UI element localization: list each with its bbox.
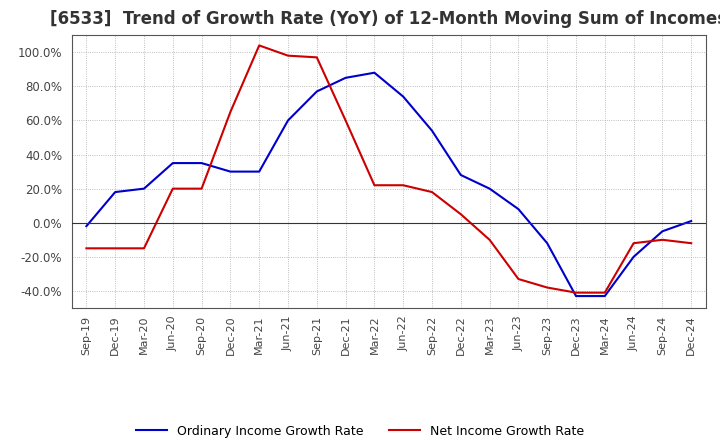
Net Income Growth Rate — [543, 285, 552, 290]
Ordinary Income Growth Rate — [284, 118, 292, 123]
Line: Net Income Growth Rate: Net Income Growth Rate — [86, 45, 691, 293]
Net Income Growth Rate — [399, 183, 408, 188]
Net Income Growth Rate — [370, 183, 379, 188]
Ordinary Income Growth Rate — [600, 293, 609, 299]
Net Income Growth Rate — [226, 109, 235, 114]
Ordinary Income Growth Rate — [197, 161, 206, 166]
Ordinary Income Growth Rate — [687, 218, 696, 224]
Ordinary Income Growth Rate — [111, 189, 120, 194]
Net Income Growth Rate — [687, 241, 696, 246]
Ordinary Income Growth Rate — [255, 169, 264, 174]
Net Income Growth Rate — [428, 189, 436, 194]
Net Income Growth Rate — [168, 186, 177, 191]
Ordinary Income Growth Rate — [456, 172, 465, 178]
Net Income Growth Rate — [312, 55, 321, 60]
Ordinary Income Growth Rate — [341, 75, 350, 81]
Ordinary Income Growth Rate — [543, 241, 552, 246]
Net Income Growth Rate — [600, 290, 609, 295]
Net Income Growth Rate — [111, 246, 120, 251]
Ordinary Income Growth Rate — [226, 169, 235, 174]
Ordinary Income Growth Rate — [514, 206, 523, 212]
Net Income Growth Rate — [485, 237, 494, 242]
Net Income Growth Rate — [514, 276, 523, 282]
Net Income Growth Rate — [197, 186, 206, 191]
Ordinary Income Growth Rate — [312, 89, 321, 94]
Ordinary Income Growth Rate — [658, 229, 667, 234]
Net Income Growth Rate — [284, 53, 292, 58]
Title: [6533]  Trend of Growth Rate (YoY) of 12-Month Moving Sum of Incomes: [6533] Trend of Growth Rate (YoY) of 12-… — [50, 10, 720, 28]
Line: Ordinary Income Growth Rate: Ordinary Income Growth Rate — [86, 73, 691, 296]
Net Income Growth Rate — [255, 43, 264, 48]
Ordinary Income Growth Rate — [82, 224, 91, 229]
Net Income Growth Rate — [572, 290, 580, 295]
Net Income Growth Rate — [82, 246, 91, 251]
Ordinary Income Growth Rate — [399, 94, 408, 99]
Ordinary Income Growth Rate — [370, 70, 379, 75]
Ordinary Income Growth Rate — [485, 186, 494, 191]
Net Income Growth Rate — [629, 241, 638, 246]
Legend: Ordinary Income Growth Rate, Net Income Growth Rate: Ordinary Income Growth Rate, Net Income … — [131, 420, 589, 440]
Ordinary Income Growth Rate — [428, 128, 436, 133]
Ordinary Income Growth Rate — [629, 254, 638, 260]
Net Income Growth Rate — [456, 212, 465, 217]
Net Income Growth Rate — [341, 118, 350, 123]
Ordinary Income Growth Rate — [572, 293, 580, 299]
Ordinary Income Growth Rate — [168, 161, 177, 166]
Net Income Growth Rate — [140, 246, 148, 251]
Net Income Growth Rate — [658, 237, 667, 242]
Ordinary Income Growth Rate — [140, 186, 148, 191]
